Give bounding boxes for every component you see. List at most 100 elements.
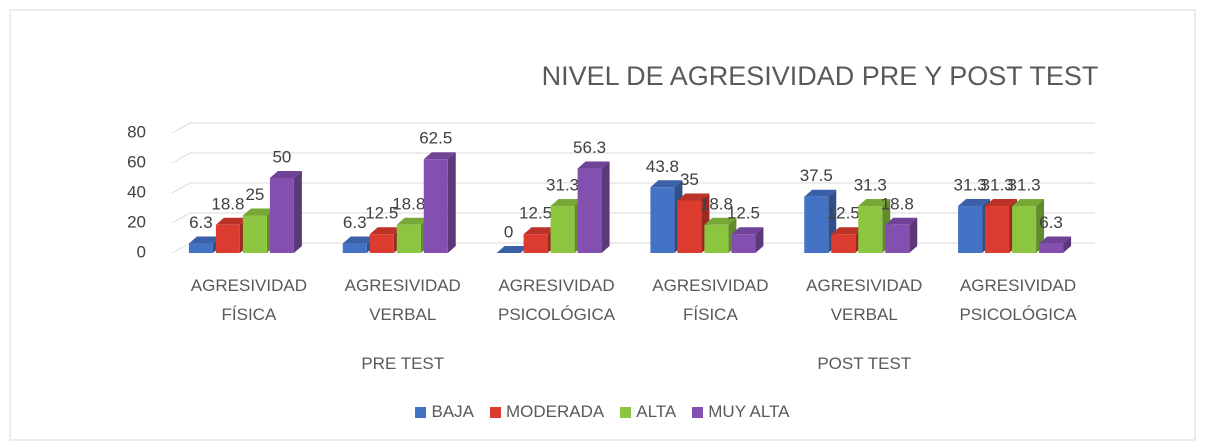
- bar-top: [677, 193, 710, 201]
- bar-front: [1012, 206, 1037, 253]
- bar: [577, 161, 610, 253]
- data-label: 25: [245, 185, 264, 204]
- data-label: 0: [504, 222, 513, 241]
- legend-item: ALTA: [620, 402, 676, 422]
- data-label: 18.8: [392, 194, 425, 213]
- data-label: 12.5: [827, 204, 860, 223]
- data-label: 62.5: [419, 129, 452, 148]
- data-label: 18.8: [700, 194, 733, 213]
- bar-side: [1063, 236, 1072, 253]
- x-tick-label: AGRESIVIDAD VERBAL: [806, 276, 923, 324]
- legend-swatch: [490, 406, 502, 418]
- bar-front: [242, 215, 267, 253]
- bar-top: [423, 152, 456, 160]
- x-tick-label: AGRESIVIDAD PSICOLÓGICA: [498, 276, 616, 324]
- data-label: 12.5: [519, 204, 552, 223]
- bar-front: [885, 224, 910, 253]
- data-label: 6.3: [189, 213, 213, 232]
- bar-front: [731, 234, 756, 253]
- legend-swatch: [692, 406, 704, 418]
- bar-front: [804, 196, 829, 253]
- group-label: PRE TEST: [361, 354, 445, 373]
- grid-line: [171, 122, 1095, 134]
- legend-item: MODERADA: [490, 402, 604, 422]
- bar: [423, 152, 456, 253]
- x-tick-label: AGRESIVIDAD VERBAL: [344, 276, 461, 324]
- data-label: 31.3: [854, 176, 887, 195]
- y-tick-label: 40: [127, 182, 146, 201]
- bar-top: [731, 227, 764, 235]
- data-label: 31.3: [981, 176, 1014, 195]
- bar-front: [831, 234, 856, 253]
- bar-front: [650, 187, 675, 253]
- bar-top: [577, 161, 610, 169]
- bar-side: [1036, 199, 1045, 253]
- legend-item: MUY ALTA: [692, 402, 790, 422]
- data-label: 43.8: [646, 157, 679, 176]
- legend-label: MUY ALTA: [708, 402, 790, 421]
- data-label: 31.3: [546, 176, 579, 195]
- x-tick-label: AGRESIVIDAD PSICOLÓGICA: [959, 276, 1077, 324]
- bar: [731, 227, 764, 253]
- grid-line: [171, 212, 1095, 224]
- bar-front: [577, 168, 602, 253]
- bar-front: [550, 206, 575, 253]
- bar-top: [215, 217, 248, 225]
- bar: [1012, 199, 1045, 253]
- legend-swatch: [415, 406, 427, 418]
- data-label: 12.5: [365, 204, 398, 223]
- bar-top: [269, 171, 302, 178]
- bar-top: [1012, 199, 1045, 207]
- bar-top: [188, 236, 221, 244]
- data-label: 37.5: [800, 166, 833, 185]
- x-tick-label: AGRESIVIDAD FÍSICA: [652, 276, 769, 324]
- data-label: 6.3: [1039, 213, 1063, 232]
- bar-side: [601, 161, 610, 253]
- data-label: 6.3: [343, 213, 367, 232]
- bar-front: [985, 206, 1010, 253]
- data-label: 18.8: [881, 194, 914, 213]
- bar-top: [242, 208, 275, 216]
- bar: [496, 246, 529, 254]
- bar-front: [704, 224, 729, 253]
- y-tick-label: 80: [127, 122, 146, 141]
- data-label: 50: [272, 147, 291, 166]
- legend-swatch: [620, 406, 632, 418]
- legend: BAJA MODERADA ALTA MUY ALTA: [0, 402, 1205, 422]
- bar: [1039, 236, 1072, 253]
- data-label: 35: [680, 170, 699, 189]
- bar-front: [677, 200, 702, 253]
- x-tick-label: AGRESIVIDAD FÍSICA: [190, 276, 307, 324]
- bar-front: [369, 234, 394, 253]
- grid-line: [171, 182, 1095, 194]
- bar-front: [858, 206, 883, 253]
- bar-top: [550, 199, 583, 207]
- data-label: 18.8: [211, 194, 244, 213]
- bar-front: [523, 234, 548, 253]
- bar-side: [293, 171, 302, 253]
- bar-front: [1039, 243, 1064, 253]
- bar: [269, 171, 302, 253]
- data-label: 31.3: [1008, 176, 1041, 195]
- legend-label: ALTA: [636, 402, 677, 421]
- group-label: POST TEST: [817, 354, 912, 373]
- bar-top: [396, 217, 429, 225]
- bar-front: [215, 224, 240, 253]
- data-label: 31.3: [954, 176, 987, 195]
- bar-top: [650, 180, 683, 188]
- y-tick-label: 0: [137, 242, 146, 261]
- y-tick-label: 60: [127, 152, 146, 171]
- bar: [885, 217, 918, 253]
- bar-top: [369, 227, 402, 235]
- bar-top: [985, 199, 1018, 207]
- bar-top: [523, 227, 556, 235]
- grid-line: [171, 152, 1095, 164]
- data-label: 56.3: [573, 138, 606, 157]
- bar-front: [342, 243, 367, 253]
- bar-front: [423, 159, 448, 253]
- data-label: 12.5: [727, 204, 760, 223]
- legend-item: BAJA: [415, 402, 474, 422]
- bar-top: [858, 199, 891, 207]
- bar-top: [704, 217, 737, 225]
